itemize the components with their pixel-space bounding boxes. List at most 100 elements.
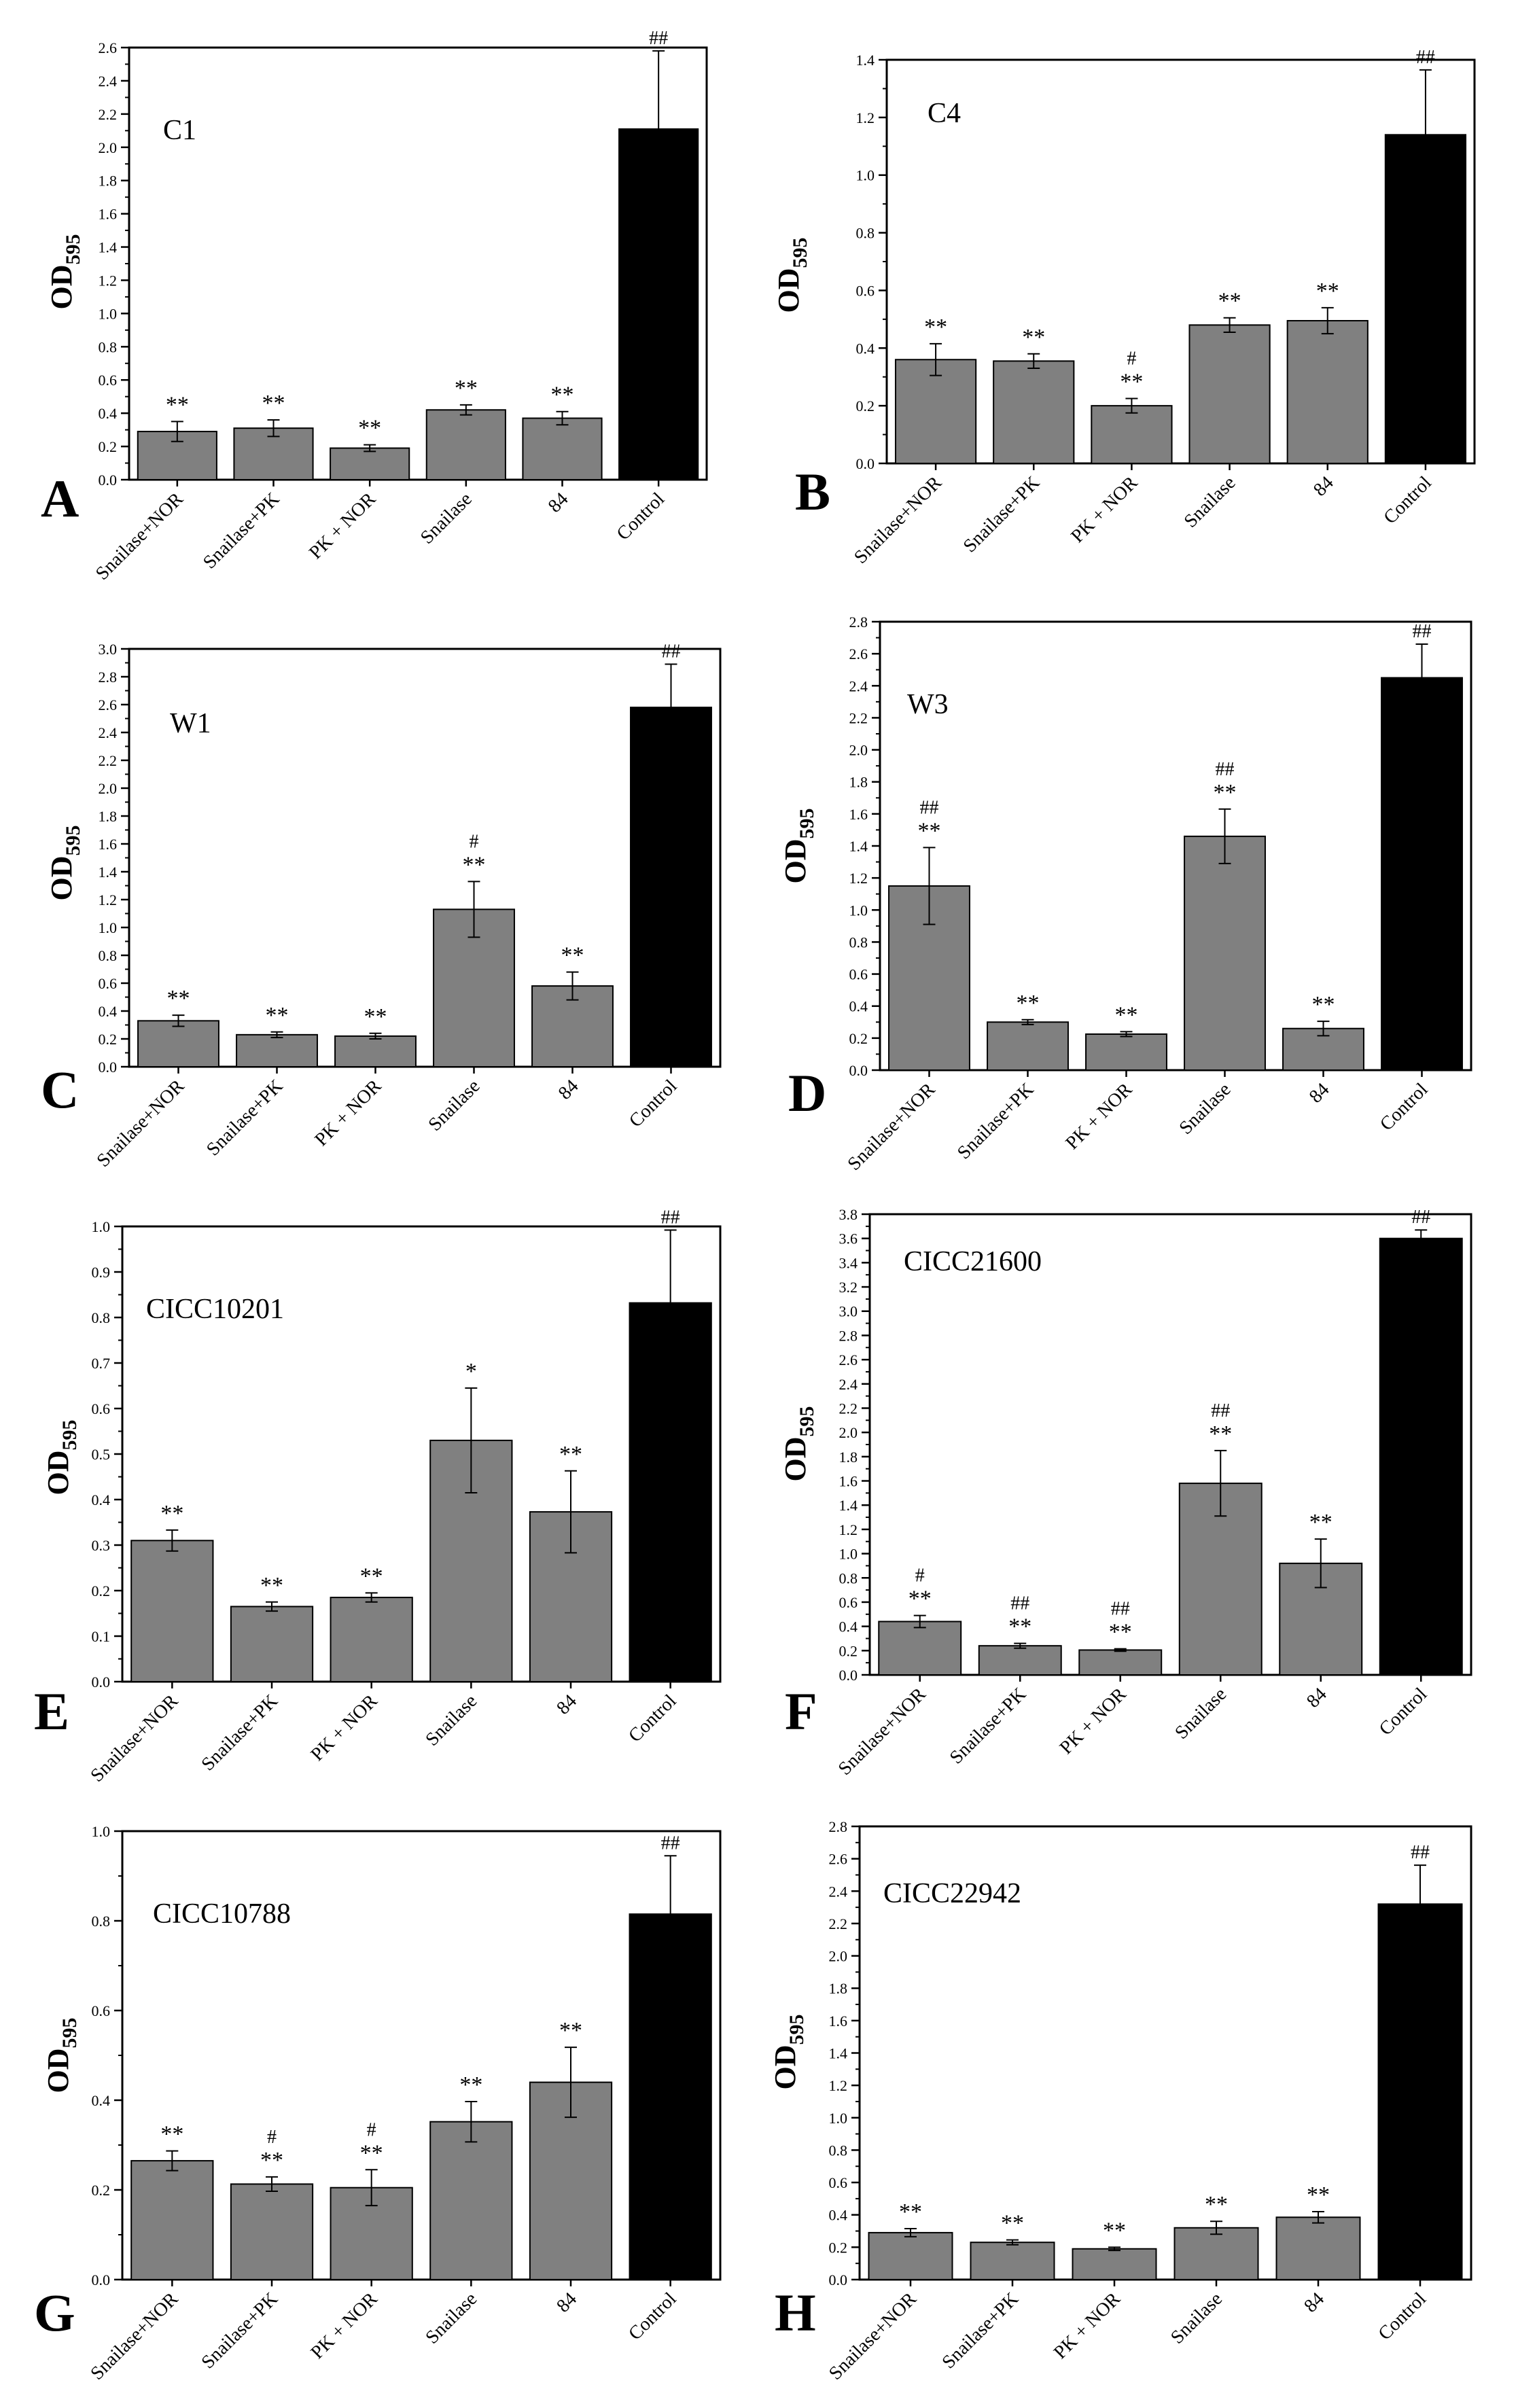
y-tick-label: 0.2 [829,2239,848,2256]
y-tick-label: 0.3 [92,1537,111,1554]
y-tick-label: 1.4 [856,52,875,69]
bar-2 [230,1606,314,1682]
y-tick-label: 0.8 [92,1309,111,1326]
significance-star: ** [463,852,486,877]
chart-panel-c: 0.0 0.2 0.4 0.6 0.8 1.0 1.2 1.4 1.6 1.8 2.0 2.2 2.4 2… [41,641,722,1171]
bar-4 [1188,324,1271,465]
x-tick-label: PK + NOR [307,2288,382,2363]
chart-panel-f: 0.0 0.2 0.4 0.6 0.8 1.0 1.2 1.4 1.6 1.8 2.0 2.2 2.4 2… [779,1206,1472,1780]
bar-3 [330,1597,413,1683]
bar-4 [1173,2227,1259,2281]
x-tick-label: 84 [1303,1684,1331,1712]
bar-3 [334,1035,417,1068]
y-tick-label: 0.4 [856,340,875,357]
x-tick-label: 84 [544,489,573,517]
y-tick-label: 0.4 [849,998,868,1015]
y-axis-label-main: OD [45,265,78,310]
bar-4 [425,409,506,480]
y-tick-label: 1.6 [839,1473,858,1490]
bar-5 [1286,319,1369,464]
significance-star: ** [167,986,190,1011]
significance-hash: ## [1411,1842,1430,1863]
significance-hash: ## [1010,1593,1029,1614]
y-tick-label: 1.4 [849,838,868,855]
x-tick-label: Snailase+PK [198,1690,282,1775]
y-tick-label: 0.8 [99,947,118,964]
x-tick-label: 84 [552,1690,581,1719]
y-axis-label-main: OD [779,839,812,884]
chart-panel-b: 0.0 0.2 0.4 0.6 0.8 1.0 1.2 1.4 OD595 C4 B ** Snaila… [772,47,1476,568]
y-tick-label: 1.0 [829,2110,848,2127]
y-tick-label: 2.6 [99,39,118,56]
x-tick-label: Snailase [421,2288,481,2348]
bar-2 [978,1645,1062,1676]
y-axis-label-main: OD [41,1451,75,1495]
x-tick-label: Control [624,1690,681,1747]
x-tick-label: Snailase [1171,1684,1231,1743]
bar-1 [894,359,977,464]
y-tick-label: 0.0 [92,2271,111,2288]
panel-label: G [34,2283,75,2342]
x-tick-label: PK + NOR [305,489,380,563]
bar-3 [1078,1649,1163,1676]
x-tick-label: Snailase+PK [946,1684,1030,1768]
significance-star: ** [899,2199,922,2225]
significance-star: ** [924,315,947,340]
y-tick-label: 3.4 [839,1254,858,1271]
significance-star: ** [260,2148,283,2173]
significance-star: ** [360,1563,383,1589]
x-tick-label: Snailase+NOR [86,2288,182,2384]
y-tick-label: 2.6 [849,645,868,662]
bar-5 [522,417,603,480]
y-tick-label: 1.0 [99,305,118,322]
y-tick-label: 1.8 [99,808,118,825]
y-axis-label-subscript: 595 [786,2015,808,2045]
x-tick-label: Snailase [1167,2288,1226,2348]
x-tick-label: Snailase [421,1690,481,1750]
bar-1 [878,1621,962,1676]
panel-label: C [41,1060,79,1119]
y-tick-label: 2.6 [829,1851,848,1868]
bar-3 [1085,1033,1167,1071]
x-tick-label: Snailase+PK [198,2288,282,2373]
significance-star: ** [551,383,574,408]
y-tick-label: 1.4 [99,864,118,881]
y-tick-label: 1.0 [839,1546,858,1563]
panel-label: A [41,469,79,528]
significance-hash: ## [662,641,681,662]
y-tick-label: 0.4 [99,405,118,422]
y-axis-label: OD595 [769,2015,808,2090]
y-axis-label-subscript: 595 [62,826,84,856]
y-tick-label: 0.6 [849,966,868,983]
y-tick-label: 3.0 [99,641,118,658]
y-tick-label: 2.2 [849,709,868,726]
significance-star: ** [559,2018,582,2043]
x-tick-label: Snailase [1180,472,1240,532]
bar-4 [1184,835,1266,1072]
chart-title: C4 [928,98,961,129]
significance-star: ** [559,1442,582,1467]
y-tick-label: 0.2 [99,438,118,455]
y-tick-label: 2.2 [829,1915,848,1932]
y-tick-label: 0.4 [99,1003,118,1020]
y-tick-label: 3.8 [839,1206,858,1223]
bar-5 [1275,2216,1361,2281]
bar-1 [130,1540,214,1683]
significance-star: ** [360,2140,383,2165]
bar-4 [429,2121,513,2280]
significance-hash: ## [1411,1207,1430,1228]
y-tick-label: 0.2 [92,2182,111,2199]
significance-star: ** [1120,370,1143,395]
x-tick-label: Snailase+NOR [850,472,946,568]
y-tick-label: 2.4 [99,724,118,741]
x-tick-label: 84 [1305,1079,1334,1108]
y-tick-label: 0.0 [99,1059,118,1076]
y-tick-label: 2.2 [839,1400,858,1417]
chart-panel-a: 0.0 0.2 0.4 0.6 0.8 1.0 1.2 1.4 1.6 1.8 2.0 2.2 2.4 2… [41,28,708,584]
y-axis-label-main: OD [779,1437,812,1482]
y-tick-label: 1.0 [849,902,868,919]
bar-6 [629,1913,712,2281]
x-tick-label: Snailase+NOR [86,1690,182,1786]
y-tick-label: 1.6 [99,836,118,853]
y-tick-label: 2.0 [839,1424,858,1441]
